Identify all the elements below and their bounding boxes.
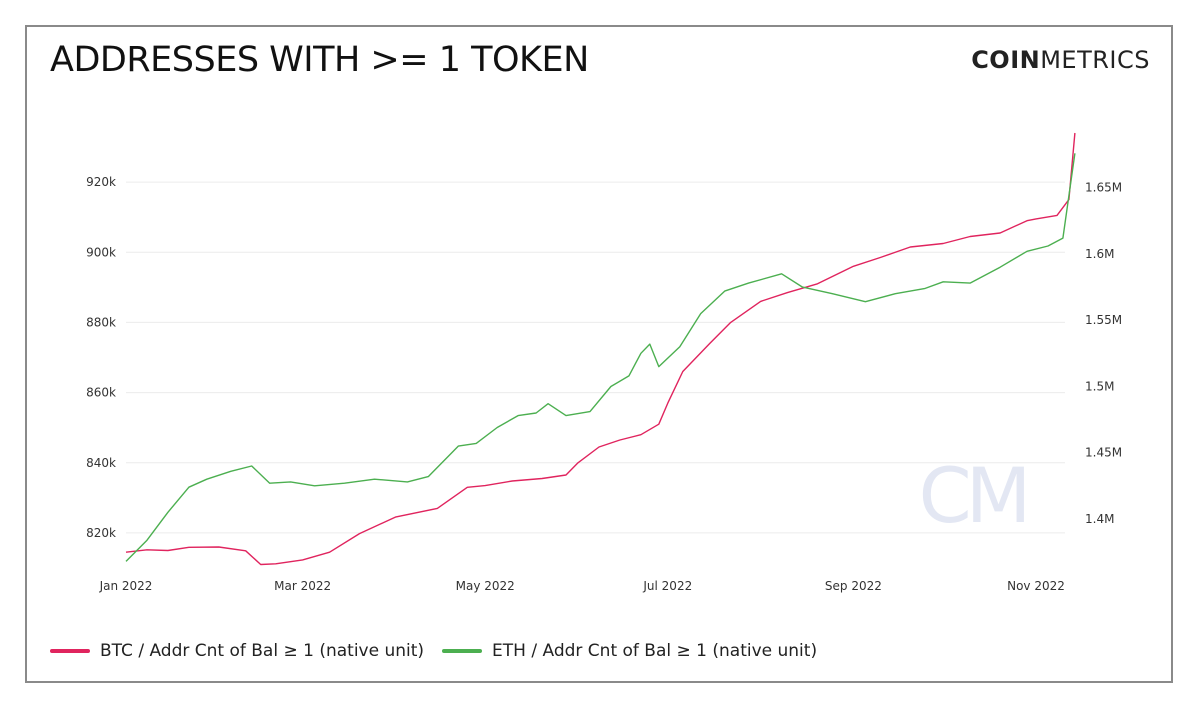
legend-item-eth[interactable]: ETH / Addr Cnt of Bal ≥ 1 (native unit) [442,641,817,661]
y-right-tick-label: 1.45M [1085,446,1122,460]
series-line-btc [125,132,1076,566]
y-right-tick-label: 1.6M [1085,247,1114,261]
x-tick-label: Jul 2022 [642,579,692,593]
x-tick-label: Nov 2022 [1007,579,1065,593]
y-right-tick-label: 1.5M [1085,379,1114,393]
y-left-tick-label: 840k [86,456,116,470]
y-right-tick-label: 1.55M [1085,313,1122,327]
chart-frame [25,25,1173,683]
legend-label-btc: BTC / Addr Cnt of Bal ≥ 1 (native unit) [100,641,425,661]
x-tick-label: Jan 2022 [99,579,153,593]
y-left-tick-label: 820k [86,526,116,540]
y-left-tick-label: 880k [86,315,116,329]
x-tick-label: May 2022 [456,579,515,593]
legend-swatch-btc [50,649,90,653]
coinmetrics-logo: COINMETRICS [971,46,1150,74]
x-tick-label: Mar 2022 [274,579,331,593]
y-right-tick-label: 1.65M [1085,181,1122,195]
legend-item-btc[interactable]: BTC / Addr Cnt of Bal ≥ 1 (native unit) [50,641,424,661]
watermark-logo: CM [919,451,1026,540]
y-right-tick-label: 1.4M [1085,512,1114,526]
y-left-tick-label: 860k [86,386,116,400]
x-tick-label: Sep 2022 [825,579,882,593]
chart-title: ADDRESSES WITH >= 1 TOKEN [50,40,589,80]
legend-swatch-eth [442,649,483,653]
legend: BTC / Addr Cnt of Bal ≥ 1 (native unit) … [50,640,835,662]
legend-label-eth: ETH / Addr Cnt of Bal ≥ 1 (native unit) [492,641,818,661]
y-left-tick-label: 920k [86,175,116,189]
series-line-eth [125,153,1076,562]
y-left-tick-label: 900k [86,245,116,259]
